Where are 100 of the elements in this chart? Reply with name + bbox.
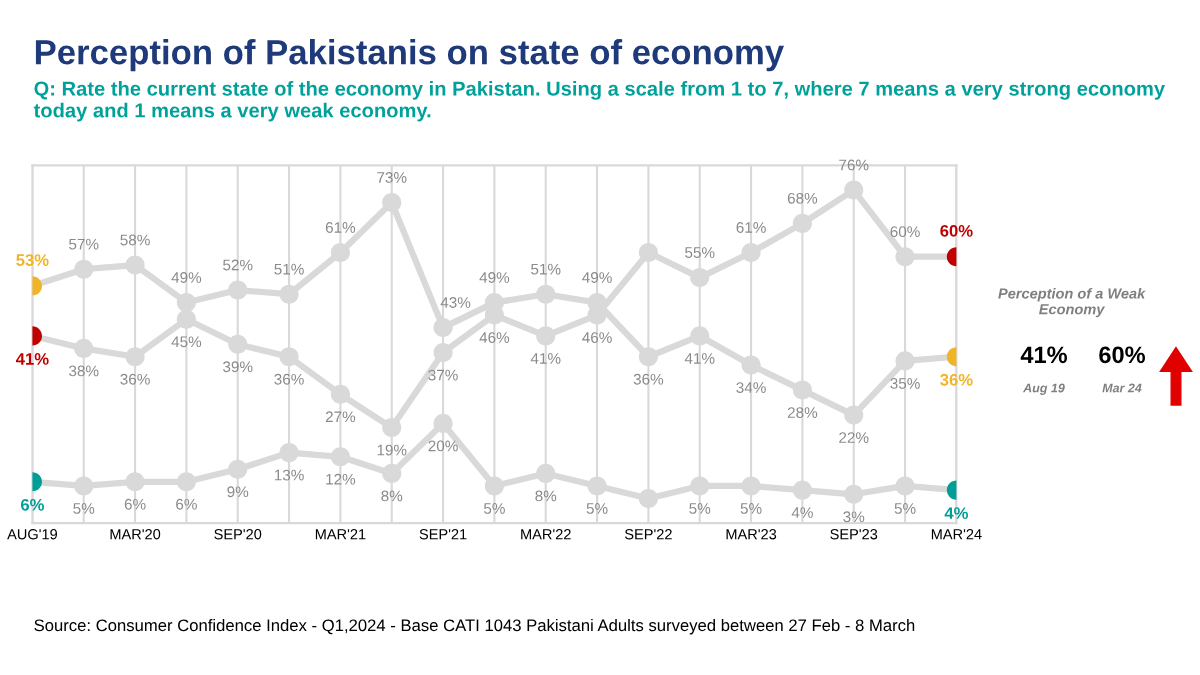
x-tick-label: MAR'22 bbox=[521, 529, 571, 540]
data-label: 43% bbox=[440, 297, 471, 308]
point bbox=[741, 355, 761, 375]
data-label: 6% bbox=[176, 498, 197, 510]
data-label: 3% bbox=[843, 511, 865, 523]
point bbox=[844, 405, 864, 425]
data-label: 73% bbox=[377, 172, 407, 183]
text: Aug 19 bbox=[1022, 383, 1065, 395]
point bbox=[176, 309, 196, 329]
data-label: 55% bbox=[685, 247, 715, 258]
data-label: 61% bbox=[736, 222, 766, 233]
point bbox=[176, 472, 196, 492]
data-label: 49% bbox=[582, 272, 612, 283]
data-label: 36% bbox=[940, 373, 973, 386]
data-label: 38% bbox=[69, 365, 99, 377]
point bbox=[895, 476, 915, 496]
point bbox=[844, 484, 864, 504]
point bbox=[382, 192, 402, 213]
data-label: 52% bbox=[223, 259, 253, 271]
data-label: 22% bbox=[839, 432, 869, 443]
point bbox=[792, 480, 812, 500]
data-label: 51% bbox=[531, 263, 561, 275]
text: 41% bbox=[1020, 346, 1068, 364]
data-label: 5% bbox=[586, 503, 608, 514]
point bbox=[382, 418, 402, 438]
data-label: 5% bbox=[689, 503, 711, 514]
data-label: 8% bbox=[381, 490, 403, 502]
point bbox=[330, 384, 350, 404]
text: Perception of a Weak Economy bbox=[998, 287, 1146, 318]
point bbox=[844, 180, 864, 200]
data-label: 4% bbox=[791, 507, 813, 518]
source-note: Source: Consumer Confidence Index - Q1,2024 - Base CATI 1043 Pakistani Adults surveyed between 27 Feb - 8 March bbox=[34, 618, 915, 635]
data-label: 41% bbox=[684, 353, 715, 364]
x-tick-label: SEP'20 bbox=[214, 529, 262, 540]
x-tick-label: SEP'21 bbox=[419, 529, 467, 540]
data-label: 49% bbox=[479, 272, 510, 283]
data-label: 8% bbox=[535, 490, 557, 502]
point bbox=[690, 326, 710, 346]
data-label: 57% bbox=[69, 238, 99, 250]
point bbox=[792, 380, 812, 400]
point bbox=[228, 334, 248, 354]
point bbox=[638, 242, 658, 263]
data-label: 58% bbox=[120, 234, 150, 246]
point bbox=[638, 488, 658, 509]
point bbox=[536, 326, 556, 346]
data-label: 51% bbox=[274, 263, 304, 275]
x-tick-label: MAR'20 bbox=[110, 529, 161, 540]
data-label: 20% bbox=[428, 440, 458, 452]
data-label: 60% bbox=[940, 224, 973, 237]
point bbox=[536, 284, 556, 304]
point bbox=[74, 338, 94, 358]
data-label: 5% bbox=[483, 503, 505, 514]
data-label: 41% bbox=[15, 353, 49, 365]
data-label: 19% bbox=[377, 444, 407, 456]
data-label: 49% bbox=[171, 272, 202, 283]
data-label: 4% bbox=[944, 507, 969, 519]
point bbox=[433, 343, 453, 363]
data-label: 36% bbox=[633, 373, 664, 385]
data-label: 46% bbox=[582, 332, 612, 343]
point bbox=[228, 280, 248, 300]
data-label: 37% bbox=[428, 369, 458, 381]
point bbox=[587, 476, 607, 496]
point bbox=[74, 259, 94, 279]
point bbox=[690, 476, 710, 496]
point bbox=[279, 347, 299, 367]
x-tick-label: SEP'22 bbox=[624, 529, 672, 540]
data-label: 34% bbox=[736, 382, 766, 393]
chart-title: Perception of Pakistanis on state of economy bbox=[35, 38, 784, 72]
data-label: 28% bbox=[787, 407, 818, 418]
data-label: 35% bbox=[890, 377, 920, 389]
point bbox=[741, 242, 761, 263]
point bbox=[638, 347, 658, 367]
point bbox=[125, 347, 145, 367]
point bbox=[125, 472, 145, 492]
data-label: 5% bbox=[894, 503, 916, 514]
data-label: 27% bbox=[325, 411, 356, 423]
point bbox=[74, 476, 94, 496]
data-label: 13% bbox=[274, 469, 304, 481]
x-tick-label: MAR'23 bbox=[726, 529, 777, 540]
data-label: 53% bbox=[16, 254, 49, 266]
point bbox=[433, 413, 453, 434]
data-label: 39% bbox=[223, 361, 253, 373]
point bbox=[536, 463, 556, 484]
point bbox=[279, 443, 299, 463]
point bbox=[330, 242, 350, 263]
text: Mar 24 bbox=[1102, 383, 1142, 393]
data-label: 36% bbox=[120, 373, 150, 385]
data-label: 12% bbox=[326, 473, 356, 485]
data-label: 9% bbox=[227, 486, 249, 498]
data-label: 46% bbox=[479, 332, 510, 343]
point bbox=[228, 459, 248, 479]
data-label: 6% bbox=[20, 498, 45, 511]
point bbox=[433, 318, 453, 338]
point bbox=[895, 351, 915, 371]
point bbox=[330, 447, 350, 467]
point bbox=[176, 293, 196, 313]
data-label: 45% bbox=[171, 336, 202, 348]
data-label: 6% bbox=[124, 498, 146, 510]
data-label: 61% bbox=[325, 222, 356, 233]
x-tick-label: AUG'19 bbox=[7, 529, 58, 540]
